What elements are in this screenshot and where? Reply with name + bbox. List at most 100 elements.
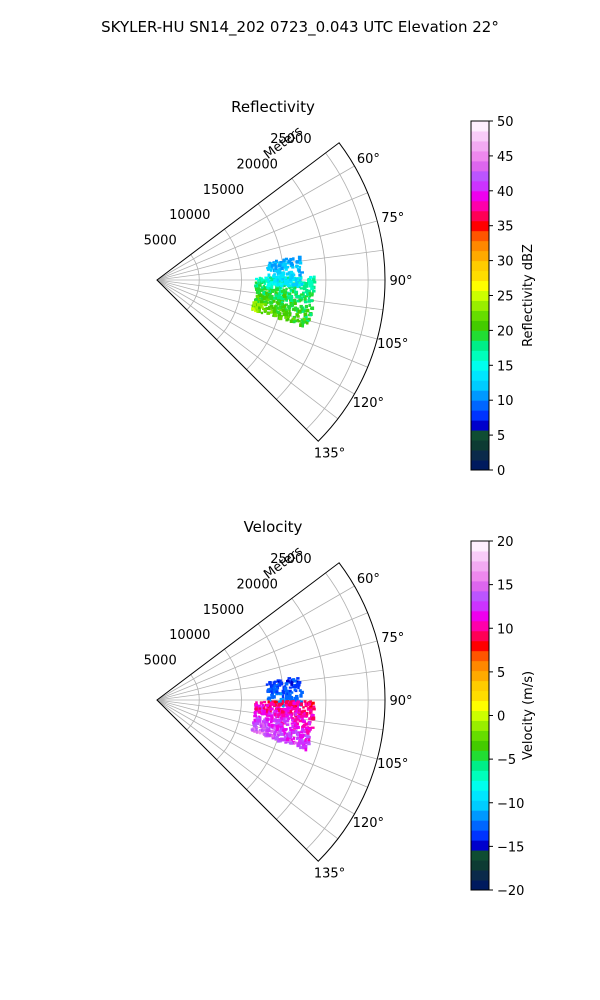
echo-gate <box>270 690 274 695</box>
echo-gate <box>254 309 258 313</box>
range-tick-label: 25000 <box>270 552 311 567</box>
echo-gate <box>284 282 289 286</box>
echo-gate <box>276 728 279 732</box>
echo-gate <box>261 711 265 716</box>
echo-gate <box>299 323 302 327</box>
echo-gate <box>282 728 286 732</box>
echo-gate <box>300 271 304 274</box>
echo-gate <box>291 282 296 287</box>
echo-gate <box>252 301 256 305</box>
echo-gate <box>253 725 257 729</box>
echo-gate <box>253 303 257 307</box>
echo-gate <box>283 708 287 711</box>
echo-gate <box>255 705 259 709</box>
echo-gate <box>295 281 299 285</box>
colorbar-band <box>471 370 489 381</box>
echo-gate <box>306 732 310 736</box>
echo-gate <box>297 733 300 737</box>
echo-gate <box>262 307 265 311</box>
echo-gate <box>281 264 285 268</box>
echo-gate <box>304 740 307 745</box>
echo-gate <box>278 285 282 289</box>
echo-gate <box>304 318 308 322</box>
azimuth-gridline <box>156 699 368 788</box>
echo-gate <box>279 692 283 696</box>
echo-gate <box>290 682 293 686</box>
echo-gate <box>262 705 266 710</box>
echo-gate <box>265 291 269 295</box>
echo-gate <box>264 717 269 721</box>
echo-gate <box>290 285 295 289</box>
colorbar-band <box>471 350 489 361</box>
echo-gate <box>258 707 262 710</box>
sector-frame <box>156 562 386 862</box>
echo-gate <box>278 720 281 724</box>
echo-gate <box>264 296 269 299</box>
colorbar-band <box>471 430 489 441</box>
azimuth-tick-label: 75° <box>381 631 404 646</box>
echo-gate <box>289 277 292 281</box>
echo-gate <box>270 285 274 289</box>
echo-gate <box>255 277 259 281</box>
azimuth-gridline <box>156 279 368 368</box>
echo-gate <box>301 733 304 736</box>
echo-gate <box>276 708 281 712</box>
echo-gate <box>294 277 298 282</box>
echo-gate <box>278 306 283 310</box>
echo-gate <box>275 709 278 713</box>
range-tick-labels: 5000 10000 15000 20000 25000 <box>144 552 312 669</box>
range-ring <box>186 254 200 311</box>
echo-gate <box>278 738 283 741</box>
echo-gate <box>272 274 276 278</box>
colorbar-label: Velocity (m/s) <box>521 671 536 760</box>
echo-gate <box>293 286 297 290</box>
echo-gate <box>302 725 306 728</box>
echo-gate <box>294 290 298 294</box>
echo-gate <box>255 701 258 705</box>
echo-gate <box>261 704 265 708</box>
azimuth-gridline <box>156 585 355 701</box>
echo-gate <box>280 732 284 736</box>
echo-gate <box>282 284 285 288</box>
echo-gate <box>273 273 276 276</box>
colorbar-band <box>471 650 489 662</box>
echo-gate <box>281 309 284 313</box>
echo-gate <box>275 301 279 304</box>
echo-gate <box>299 304 303 309</box>
echo-gate <box>310 726 315 729</box>
echo-gate <box>276 271 279 276</box>
echo-gate <box>276 285 280 289</box>
echo-gate <box>279 708 284 712</box>
colorbar-band <box>471 700 489 712</box>
echo-gate <box>254 298 258 302</box>
echo-gate <box>296 284 300 289</box>
echo-gate <box>272 686 276 690</box>
echo-gate <box>261 286 265 290</box>
echo-gate <box>301 323 304 328</box>
echo-gate <box>255 306 259 310</box>
echo-gate <box>283 278 286 281</box>
echo-gate <box>289 702 294 705</box>
echo-gate <box>296 677 300 680</box>
echo-gate <box>295 313 299 317</box>
echo-gate <box>256 300 260 305</box>
echo-gate <box>302 282 306 286</box>
colorbar-band <box>471 550 489 562</box>
echo-gate <box>311 701 315 705</box>
echo-gate <box>251 307 255 310</box>
echo-gate <box>280 724 284 728</box>
echo-gate <box>298 277 302 281</box>
echo-gate <box>298 279 302 282</box>
echo-gate <box>270 723 274 728</box>
colorbar-band <box>471 830 489 841</box>
echo-gate <box>273 680 277 683</box>
echo-gate <box>308 303 312 307</box>
echo-gate <box>290 276 294 280</box>
echo-gate <box>280 710 285 714</box>
range-ring <box>216 648 242 760</box>
echo-gate <box>255 290 260 294</box>
colorbar-tick-label: 40 <box>497 185 514 200</box>
echo-gate <box>285 723 290 726</box>
echo-gate <box>276 298 280 302</box>
azimuth-tick-label: 120° <box>353 396 384 411</box>
